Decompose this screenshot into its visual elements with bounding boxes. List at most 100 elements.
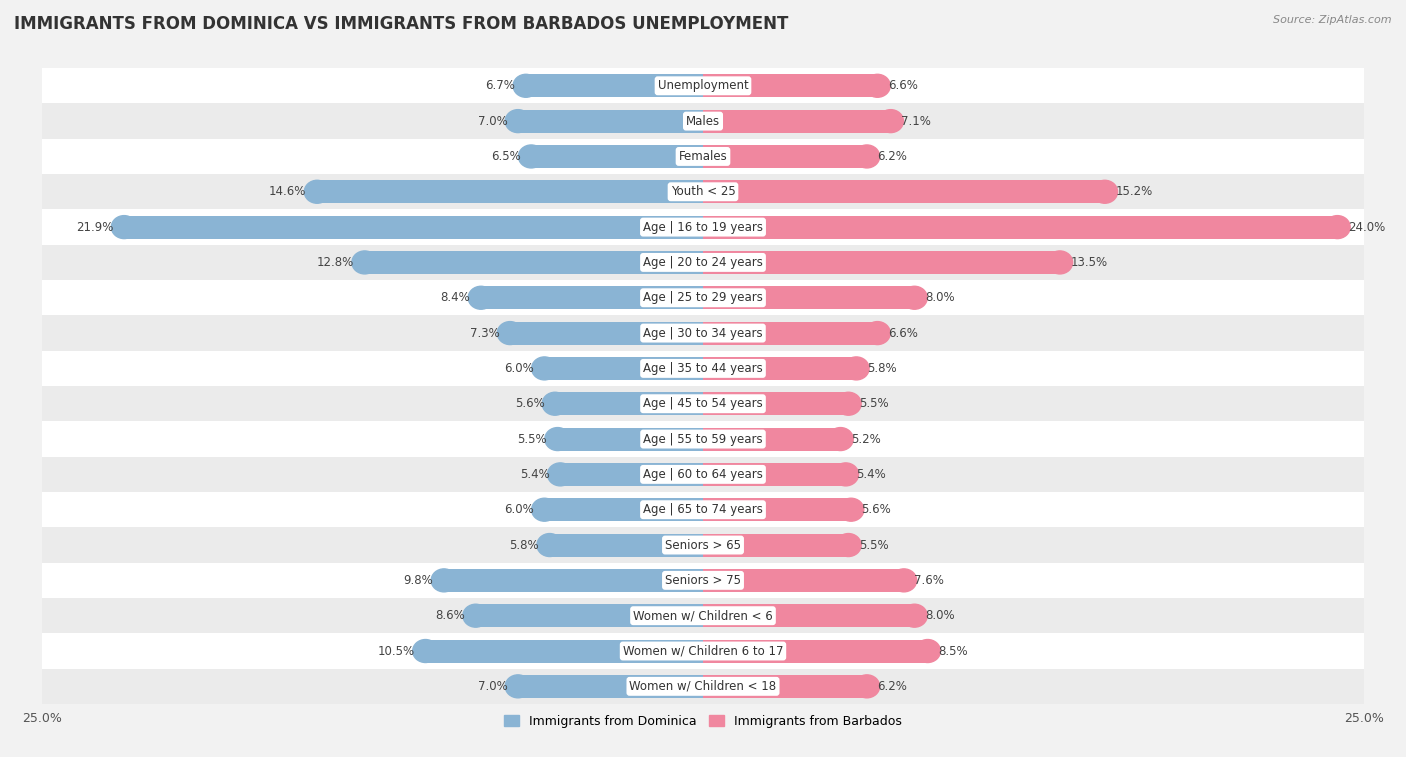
Text: 5.5%: 5.5% — [859, 397, 889, 410]
Ellipse shape — [1047, 251, 1073, 274]
Bar — [426, 640, 703, 662]
Bar — [703, 251, 1060, 274]
Ellipse shape — [853, 675, 880, 698]
Bar — [550, 534, 703, 556]
Bar — [481, 286, 703, 309]
Ellipse shape — [413, 640, 439, 662]
Text: 7.1%: 7.1% — [901, 114, 931, 128]
Text: Women w/ Children 6 to 17: Women w/ Children 6 to 17 — [623, 644, 783, 658]
Ellipse shape — [877, 110, 904, 132]
Text: Females: Females — [679, 150, 727, 163]
Ellipse shape — [915, 640, 941, 662]
Text: 8.4%: 8.4% — [440, 291, 471, 304]
Text: 5.8%: 5.8% — [868, 362, 897, 375]
Ellipse shape — [519, 145, 544, 168]
Ellipse shape — [828, 428, 853, 450]
Text: 5.6%: 5.6% — [862, 503, 891, 516]
Ellipse shape — [531, 498, 557, 522]
Legend: Immigrants from Dominica, Immigrants from Barbados: Immigrants from Dominica, Immigrants fro… — [499, 710, 907, 733]
Text: 5.4%: 5.4% — [520, 468, 550, 481]
Text: 12.8%: 12.8% — [316, 256, 354, 269]
Ellipse shape — [505, 675, 530, 698]
Text: Source: ZipAtlas.com: Source: ZipAtlas.com — [1274, 15, 1392, 25]
Ellipse shape — [1092, 180, 1118, 203]
Text: 7.0%: 7.0% — [478, 114, 508, 128]
Bar — [526, 74, 703, 97]
Text: Women w/ Children < 6: Women w/ Children < 6 — [633, 609, 773, 622]
Ellipse shape — [352, 251, 377, 274]
Bar — [703, 640, 928, 662]
Text: 6.5%: 6.5% — [491, 150, 520, 163]
Bar — [124, 216, 703, 238]
Bar — [42, 139, 1364, 174]
Text: Age | 55 to 59 years: Age | 55 to 59 years — [643, 432, 763, 446]
Bar — [703, 534, 848, 556]
Text: 8.0%: 8.0% — [925, 291, 955, 304]
Bar — [558, 428, 703, 450]
Text: Age | 45 to 54 years: Age | 45 to 54 years — [643, 397, 763, 410]
Ellipse shape — [546, 428, 571, 450]
Text: 5.8%: 5.8% — [509, 538, 538, 552]
Bar — [42, 598, 1364, 634]
Bar — [703, 675, 868, 698]
Text: 8.5%: 8.5% — [938, 644, 967, 658]
Bar — [42, 456, 1364, 492]
Text: Age | 30 to 34 years: Age | 30 to 34 years — [643, 326, 763, 340]
Bar — [517, 110, 703, 132]
Bar — [544, 357, 703, 380]
Bar — [703, 180, 1105, 203]
Bar — [517, 675, 703, 698]
Bar — [42, 104, 1364, 139]
Text: 5.6%: 5.6% — [515, 397, 544, 410]
Bar — [42, 634, 1364, 668]
Ellipse shape — [838, 498, 863, 522]
Ellipse shape — [304, 180, 330, 203]
Text: 9.8%: 9.8% — [404, 574, 433, 587]
Text: 6.6%: 6.6% — [889, 79, 918, 92]
Ellipse shape — [891, 569, 917, 592]
Text: 5.5%: 5.5% — [517, 432, 547, 446]
Text: 6.2%: 6.2% — [877, 680, 907, 693]
Bar — [42, 280, 1364, 316]
Text: Males: Males — [686, 114, 720, 128]
Text: Unemployment: Unemployment — [658, 79, 748, 92]
Text: 13.5%: 13.5% — [1070, 256, 1108, 269]
Text: Youth < 25: Youth < 25 — [671, 185, 735, 198]
Bar — [531, 145, 703, 168]
Text: 5.5%: 5.5% — [859, 538, 889, 552]
Bar — [475, 604, 703, 627]
Ellipse shape — [832, 463, 859, 486]
Bar — [703, 428, 841, 450]
Ellipse shape — [853, 145, 880, 168]
Bar — [42, 350, 1364, 386]
Bar — [703, 569, 904, 592]
Ellipse shape — [537, 534, 562, 556]
Bar — [364, 251, 703, 274]
Text: 7.6%: 7.6% — [914, 574, 945, 587]
Bar — [42, 210, 1364, 245]
Bar — [318, 180, 703, 203]
Text: 8.0%: 8.0% — [925, 609, 955, 622]
Ellipse shape — [513, 74, 538, 97]
Bar — [42, 492, 1364, 528]
Bar — [42, 668, 1364, 704]
Ellipse shape — [111, 216, 136, 238]
Text: 5.4%: 5.4% — [856, 468, 886, 481]
Ellipse shape — [901, 286, 927, 309]
Bar — [560, 463, 703, 486]
Bar — [555, 392, 703, 415]
Ellipse shape — [901, 604, 927, 627]
Ellipse shape — [1324, 216, 1350, 238]
Bar — [544, 498, 703, 522]
Bar — [703, 286, 914, 309]
Bar — [510, 322, 703, 344]
Text: Age | 20 to 24 years: Age | 20 to 24 years — [643, 256, 763, 269]
Bar — [42, 316, 1364, 350]
Bar — [42, 386, 1364, 422]
Text: 6.6%: 6.6% — [889, 326, 918, 340]
Bar — [42, 174, 1364, 210]
Text: Seniors > 65: Seniors > 65 — [665, 538, 741, 552]
Text: Age | 35 to 44 years: Age | 35 to 44 years — [643, 362, 763, 375]
Ellipse shape — [835, 534, 860, 556]
Text: 10.5%: 10.5% — [378, 644, 415, 658]
